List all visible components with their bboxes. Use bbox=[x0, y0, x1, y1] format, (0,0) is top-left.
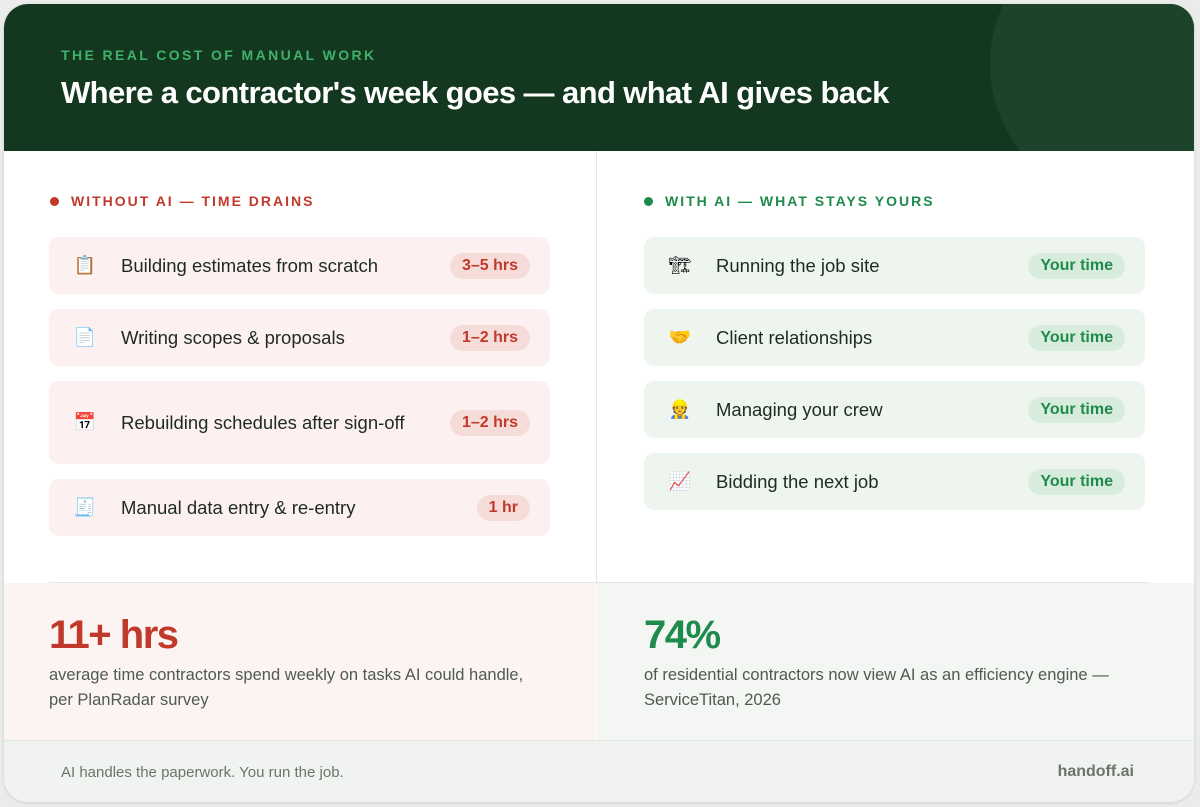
crane-icon: 🏗 bbox=[668, 255, 692, 276]
your-time-badge: Your time bbox=[1028, 468, 1125, 495]
decorative-circle bbox=[990, 4, 1194, 151]
eyebrow: THE REAL COST OF MANUAL WORK bbox=[61, 47, 377, 63]
green-dot-icon bbox=[644, 196, 653, 206]
keep-item-crew: 👷 Managing your crew Your time bbox=[644, 381, 1145, 438]
stat-description: average time contractors spend weekly on… bbox=[49, 666, 524, 709]
column-divider bbox=[596, 151, 597, 584]
document-icon: 📄 bbox=[73, 327, 97, 348]
time-badge: 3–5 hrs bbox=[449, 252, 530, 279]
footer: AI handles the paperwork. You run the jo… bbox=[4, 740, 1194, 802]
keep-item-label: Client relationships bbox=[716, 326, 873, 348]
footer-tagline: AI handles the paperwork. You run the jo… bbox=[61, 764, 344, 781]
brand-link[interactable]: handoff.ai bbox=[1057, 763, 1134, 780]
drain-item-label: Rebuilding schedules after sign-off bbox=[121, 411, 405, 433]
page-title: Where a contractor's week goes — and wha… bbox=[61, 75, 889, 110]
infographic-card: THE REAL COST OF MANUAL WORK Where a con… bbox=[4, 4, 1194, 802]
drain-item-schedules: 📅 Rebuilding schedules after sign-off 1–… bbox=[49, 381, 550, 464]
your-time-badge: Your time bbox=[1028, 324, 1125, 351]
drain-item-scopes: 📄 Writing scopes & proposals 1–2 hrs bbox=[49, 309, 550, 366]
keep-item-clients: 🤝 Client relationships Your time bbox=[644, 309, 1145, 366]
without-ai-label: WITHOUT AI — TIME DRAINS bbox=[50, 193, 314, 209]
stat-panel-hours: 11+ hrs average time contractors spend w… bbox=[4, 583, 596, 740]
keep-item-bidding: 📈 Bidding the next job Your time bbox=[644, 453, 1145, 510]
drain-item-label: Manual data entry & re-entry bbox=[121, 496, 356, 518]
with-ai-label: WITH AI — WHAT STAYS YOURS bbox=[644, 193, 935, 209]
drain-item-data-entry: 🧾 Manual data entry & re-entry 1 hr bbox=[49, 479, 550, 536]
drain-item-label: Writing scopes & proposals bbox=[121, 326, 345, 348]
without-ai-label-text: WITHOUT AI — TIME DRAINS bbox=[71, 193, 315, 209]
stat-value: 74% bbox=[644, 613, 721, 657]
with-ai-label-text: WITH AI — WHAT STAYS YOURS bbox=[665, 193, 935, 209]
time-badge: 1 hr bbox=[476, 494, 530, 521]
drain-item-estimates: 📋 Building estimates from scratch 3–5 hr… bbox=[49, 237, 550, 294]
time-badge: 1–2 hrs bbox=[449, 409, 530, 436]
time-badge: 1–2 hrs bbox=[449, 324, 530, 351]
keep-item-label: Running the job site bbox=[716, 254, 880, 276]
handshake-icon: 🤝 bbox=[668, 327, 692, 348]
your-time-badge: Your time bbox=[1028, 396, 1125, 423]
stat-description: of residential contractors now view AI a… bbox=[644, 666, 1109, 709]
receipt-icon: 🧾 bbox=[73, 497, 97, 518]
chart-increasing-icon: 📈 bbox=[668, 471, 692, 492]
construction-worker-icon: 👷 bbox=[668, 399, 692, 420]
keep-item-job-site: 🏗 Running the job site Your time bbox=[644, 237, 1145, 294]
header: THE REAL COST OF MANUAL WORK Where a con… bbox=[4, 4, 1194, 151]
stat-value: 11+ hrs bbox=[49, 613, 179, 657]
your-time-badge: Your time bbox=[1028, 252, 1125, 279]
clipboard-icon: 📋 bbox=[73, 255, 97, 276]
drain-item-label: Building estimates from scratch bbox=[121, 254, 379, 276]
stat-panel-percent: 74% of residential contractors now view … bbox=[597, 583, 1194, 740]
keep-item-label: Managing your crew bbox=[716, 398, 883, 420]
divider bbox=[49, 582, 1149, 583]
red-dot-icon bbox=[50, 196, 59, 206]
keep-item-label: Bidding the next job bbox=[716, 470, 879, 492]
calendar-icon: 📅 bbox=[73, 412, 97, 433]
